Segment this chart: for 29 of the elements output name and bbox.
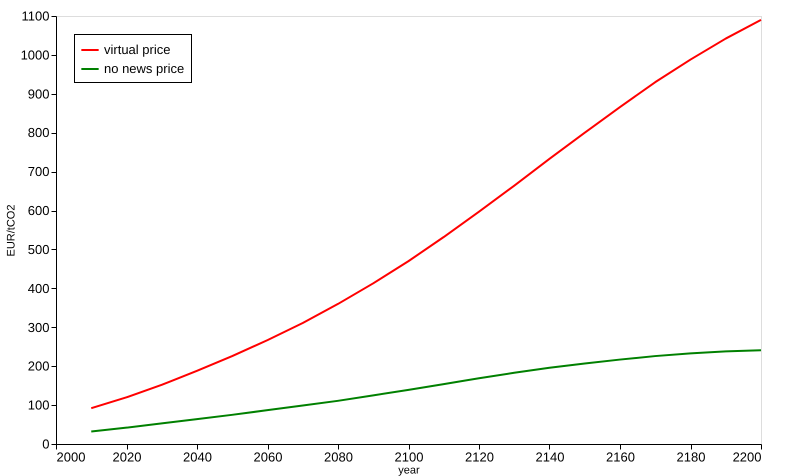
y-tick-label: 400	[28, 280, 50, 296]
line-series	[90, 349, 762, 433]
x-tick-label: 2100	[394, 450, 424, 464]
x-tick-label: 2160	[606, 450, 635, 464]
x-axis-title: year	[398, 464, 420, 476]
y-tick-label: 1000	[20, 47, 50, 62]
y-tick-label: 100	[28, 398, 50, 413]
x-tick-label: 2200	[732, 450, 762, 464]
y-tick-label: 300	[28, 320, 50, 335]
x-tick-label: 2120	[465, 450, 494, 464]
y-axis-title: EUR/tCO2	[6, 204, 18, 256]
x-tick-label: 2180	[676, 450, 706, 464]
y-tick-label: 600	[28, 203, 50, 218]
y-tick-label: 900	[28, 86, 50, 102]
x-tick-label: 2040	[183, 450, 212, 464]
line-series	[90, 18, 762, 410]
y-tick-label: 500	[28, 242, 50, 257]
x-tick-label: 2060	[254, 450, 282, 464]
y-tick-label: 700	[28, 164, 50, 180]
x-tick-label: 2080	[324, 450, 353, 464]
y-tick-label: 200	[28, 358, 50, 374]
y-tick-label: 0	[42, 436, 50, 452]
x-tick-label: 2000	[56, 450, 86, 464]
y-tick-label: 800	[28, 125, 50, 140]
x-tick-label: 2140	[536, 450, 564, 464]
legend-label: no news price	[104, 61, 184, 76]
y-tick-label: 1100	[22, 8, 50, 24]
legend-label: virtual price	[104, 42, 170, 57]
x-tick-label: 2020	[112, 450, 142, 464]
